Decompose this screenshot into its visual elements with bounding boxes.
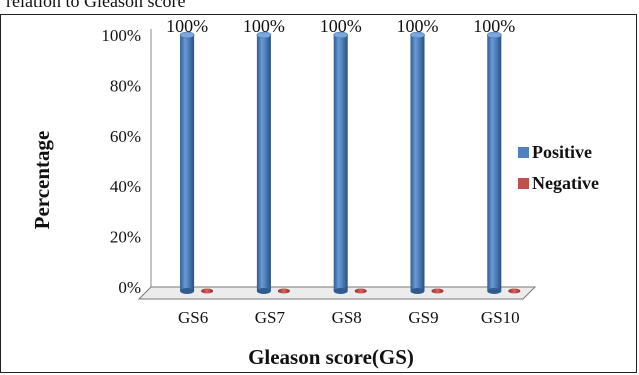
data-label: 100% <box>243 16 285 36</box>
bar-negative-gs7 <box>277 288 290 294</box>
x-tick-label: GS7 <box>255 308 286 327</box>
data-label: 100% <box>166 16 208 36</box>
chart-frame: 0% 20% 40% 60% 80% 100% 100% GS6 100% GS7 100% GS8… <box>0 14 637 373</box>
y-tick-label: 20% <box>110 228 141 247</box>
bar-positive-gs10 <box>486 31 502 294</box>
gridlines: 0% 20% 40% 60% 80% 100% <box>101 26 152 297</box>
bar-positive-gs7 <box>256 31 272 294</box>
bar-positive-gs8 <box>333 31 348 294</box>
legend-label: Negative <box>532 173 599 193</box>
y-tick-label: 0% <box>118 278 141 297</box>
bar-negative-gs8 <box>354 288 367 294</box>
bar-negative-gs9 <box>431 288 444 294</box>
legend-label: Positive <box>532 142 592 162</box>
y-tick-label: 40% <box>110 177 141 196</box>
x-tick-label: GS10 <box>481 308 520 327</box>
bar-negative-gs10 <box>508 288 521 294</box>
x-axis-title: Gleason score(GS) <box>248 345 414 369</box>
y-tick-label: 100% <box>101 26 141 45</box>
data-label: 100% <box>473 16 515 36</box>
legend-swatch <box>518 147 529 158</box>
bar-chart: 0% 20% 40% 60% 80% 100% 100% GS6 100% GS7 100% GS8… <box>30 16 599 369</box>
bar-positive-gs6 <box>179 31 195 294</box>
y-tick-label: 60% <box>110 127 141 146</box>
labels-layer: 100% GS6 100% GS7 100% GS8 100% GS9 100% GS10 <box>166 16 520 327</box>
figure-caption: relation to Gleason score <box>6 0 186 11</box>
y-tick-label: 80% <box>110 76 141 95</box>
x-tick-label: GS6 <box>178 308 208 327</box>
data-label: 100% <box>320 16 362 36</box>
x-tick-label: GS9 <box>408 308 438 327</box>
y-axis-title: Percentage <box>30 131 54 230</box>
legend-swatch <box>518 178 529 189</box>
legend: Positive Negative <box>518 142 599 193</box>
bars-layer <box>179 31 521 294</box>
bar-positive-gs9 <box>410 31 425 294</box>
bar-negative-gs6 <box>201 288 214 294</box>
x-tick-label: GS8 <box>332 308 362 327</box>
data-label: 100% <box>396 16 438 36</box>
